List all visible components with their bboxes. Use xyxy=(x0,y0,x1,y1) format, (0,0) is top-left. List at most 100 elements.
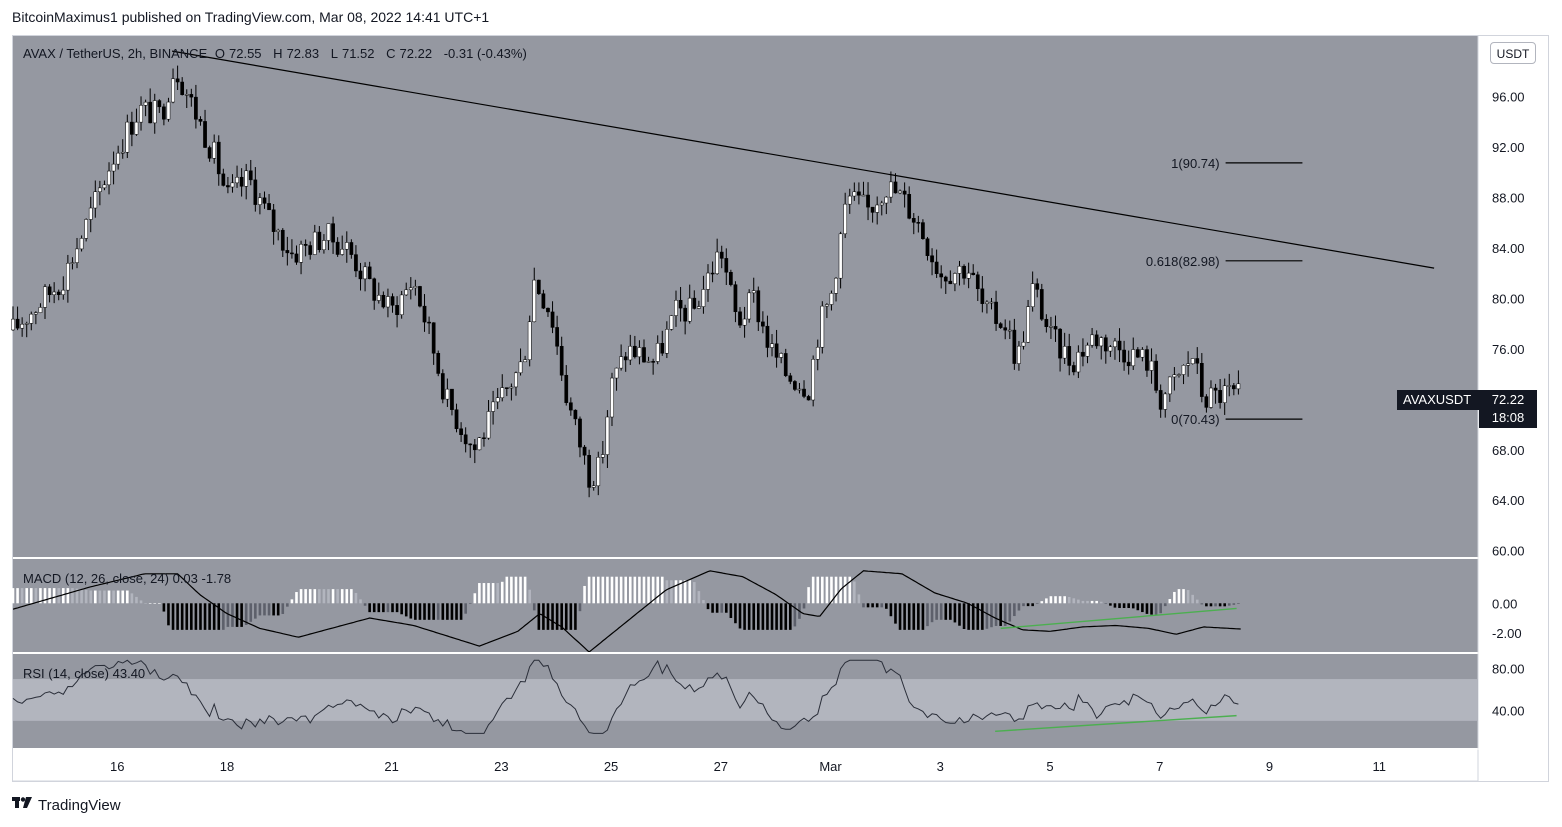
candle-body xyxy=(1131,349,1136,367)
macd-histogram-bar xyxy=(1173,591,1176,604)
candle-body xyxy=(29,313,34,324)
macd-histogram-bar xyxy=(766,603,769,630)
macd-histogram-bar xyxy=(610,576,614,604)
candle-body xyxy=(1177,374,1181,376)
candle-body xyxy=(738,311,742,326)
macd-histogram-bar xyxy=(816,576,820,604)
candle-body xyxy=(665,329,669,354)
macd-histogram-bar xyxy=(386,603,390,613)
macd-histogram-bar xyxy=(84,589,88,604)
candle-body xyxy=(1163,393,1168,410)
macd-histogram-bar xyxy=(857,594,861,604)
candle-body xyxy=(1081,351,1085,357)
macd-group xyxy=(11,570,1241,652)
macd-histogram-bar xyxy=(949,603,952,620)
candle-body xyxy=(203,121,207,148)
candle-body xyxy=(226,185,230,188)
candle-body xyxy=(1076,351,1081,373)
candle-body xyxy=(1149,360,1154,371)
macd-histogram-bar xyxy=(692,582,696,604)
ohlc-high: H 72.83 xyxy=(273,46,323,61)
macd-histogram-bar xyxy=(939,603,943,620)
macd-histogram-bar xyxy=(235,603,239,627)
fib-level-label: 0.618(82.98) xyxy=(1146,254,1220,269)
candle-body xyxy=(847,195,852,205)
candle-body xyxy=(687,297,692,322)
candle-body xyxy=(916,222,921,224)
candle-body xyxy=(482,437,486,439)
candle-body xyxy=(376,294,381,301)
macd-histogram-bar xyxy=(25,588,29,604)
candle-body xyxy=(431,322,436,354)
candle-body xyxy=(125,121,130,153)
candle-body xyxy=(267,203,271,211)
candle-body xyxy=(825,304,829,307)
macd-histogram-bar xyxy=(510,576,513,604)
footer-brand[interactable]: TradingView xyxy=(12,796,121,814)
candle-body xyxy=(619,356,623,369)
candle-body xyxy=(47,286,52,296)
macd-histogram-bar xyxy=(569,603,573,630)
macd-histogram-bar xyxy=(971,603,975,630)
macd-histogram-bar xyxy=(1150,603,1153,615)
macd-histogram-bar xyxy=(793,603,797,627)
candle-body xyxy=(527,321,532,360)
candle-body xyxy=(889,181,893,198)
macd-histogram-bar xyxy=(706,603,710,610)
macd-histogram-bar xyxy=(907,603,911,630)
macd-histogram-bar xyxy=(126,590,129,604)
macd-histogram-bar xyxy=(1195,599,1199,604)
candles-group xyxy=(11,65,1241,498)
macd-histogram-bar xyxy=(834,576,838,604)
macd-histogram-bar xyxy=(482,583,486,604)
candle-body xyxy=(280,229,285,251)
macd-histogram-bar xyxy=(981,603,984,630)
candle-body xyxy=(1012,329,1017,364)
macd-histogram-bar xyxy=(624,576,628,604)
macd-histogram-bar xyxy=(363,603,367,606)
candle-body xyxy=(632,345,637,358)
candle-body xyxy=(175,78,180,83)
candle-body xyxy=(642,347,646,363)
macd-histogram-bar xyxy=(953,603,957,623)
open-label: O xyxy=(214,46,225,61)
high-value: 72.83 xyxy=(286,46,320,61)
macd-histogram-bar xyxy=(176,603,179,630)
macd-histogram-bar xyxy=(254,603,257,619)
macd-histogram-bar xyxy=(66,588,70,604)
macd-histogram-bar xyxy=(441,603,445,620)
candle-body xyxy=(116,152,121,165)
macd-histogram-bar xyxy=(1058,596,1062,604)
candle-body xyxy=(408,287,413,291)
macd-histogram-bar xyxy=(853,581,856,604)
macd-histogram-bar xyxy=(400,603,403,615)
currency-badge[interactable]: USDT xyxy=(1490,42,1536,64)
candle-body xyxy=(1199,363,1204,397)
candle-body xyxy=(194,96,198,120)
tradingview-logo-icon xyxy=(12,796,32,814)
macd-histogram-bar xyxy=(1191,594,1194,604)
candle-body xyxy=(1181,365,1186,375)
macd-histogram-bar xyxy=(994,603,998,626)
macd-histogram-bar xyxy=(340,589,344,604)
macd-histogram-bar xyxy=(898,603,902,630)
macd-histogram-bar xyxy=(903,603,906,630)
candle-body xyxy=(939,273,944,278)
candle-body xyxy=(966,272,971,279)
candle-body xyxy=(509,386,514,389)
candle-body xyxy=(911,218,916,223)
macd-histogram-bar xyxy=(1205,603,1208,607)
candle-body xyxy=(559,346,564,376)
candle-body xyxy=(532,279,537,323)
macd-histogram-bar xyxy=(734,603,737,624)
macd-histogram-bar xyxy=(747,603,751,630)
macd-histogram-bar xyxy=(1227,603,1231,606)
candle-body xyxy=(1231,385,1236,390)
symbol-legend: AVAX / TetherUS, 2h, BINANCE O 72.55 H 72.… xyxy=(23,46,531,61)
candle-body xyxy=(793,381,797,390)
macd-histogram-bar xyxy=(263,603,266,616)
candle-body xyxy=(230,182,235,188)
macd-histogram-bar xyxy=(432,603,435,620)
macd-histogram-bar xyxy=(770,603,774,630)
